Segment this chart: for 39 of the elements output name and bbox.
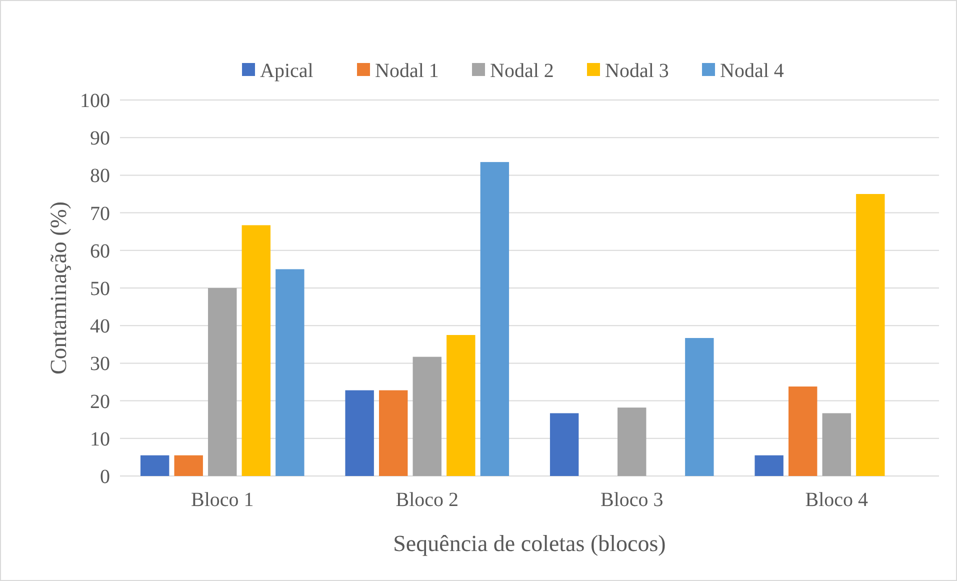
bar: [480, 162, 510, 476]
y-tick-label: 70: [90, 202, 110, 225]
y-tick-label: 50: [90, 278, 110, 300]
bar: [446, 335, 476, 476]
x-tick-label: Bloco 2: [396, 489, 459, 511]
y-tick-label: 10: [90, 428, 110, 450]
y-axis-title: Contaminação (%): [46, 201, 71, 375]
y-tick-label: 80: [90, 165, 110, 188]
y-tick-label: 60: [90, 240, 110, 262]
x-tick-label: Bloco 4: [805, 489, 868, 511]
bar: [856, 194, 885, 476]
bar: [208, 288, 237, 476]
legend-label: Nodal 1: [375, 60, 439, 82]
bar: [276, 269, 304, 476]
y-tick-label: 30: [90, 353, 110, 376]
bar: [379, 390, 408, 476]
y-tick-label: 90: [90, 128, 110, 150]
legend-label: Nodal 4: [720, 60, 784, 82]
bar: [550, 413, 579, 476]
bar: [345, 390, 374, 476]
bar: [754, 455, 784, 476]
bar: [174, 455, 203, 476]
y-tick-label: 0: [100, 466, 110, 488]
bar: [412, 356, 442, 476]
bar: [788, 386, 818, 476]
x-tick-label: Bloco 1: [190, 489, 254, 511]
x-axis-title: Sequência de coletas (blocos): [393, 531, 666, 556]
y-tick-label: 20: [90, 390, 110, 413]
y-tick-label: 40: [90, 316, 110, 338]
bar: [618, 408, 646, 476]
y-tick-label: 100: [80, 90, 110, 112]
bar: [685, 338, 714, 476]
x-tick-label: Bloco 3: [600, 489, 664, 511]
bar: [242, 225, 270, 476]
bar: [140, 455, 170, 476]
bar: [822, 413, 851, 476]
legend-label: Nodal 3: [605, 60, 669, 82]
legend-label: Nodal 2: [490, 60, 554, 82]
legend-label: Apical: [260, 60, 314, 82]
